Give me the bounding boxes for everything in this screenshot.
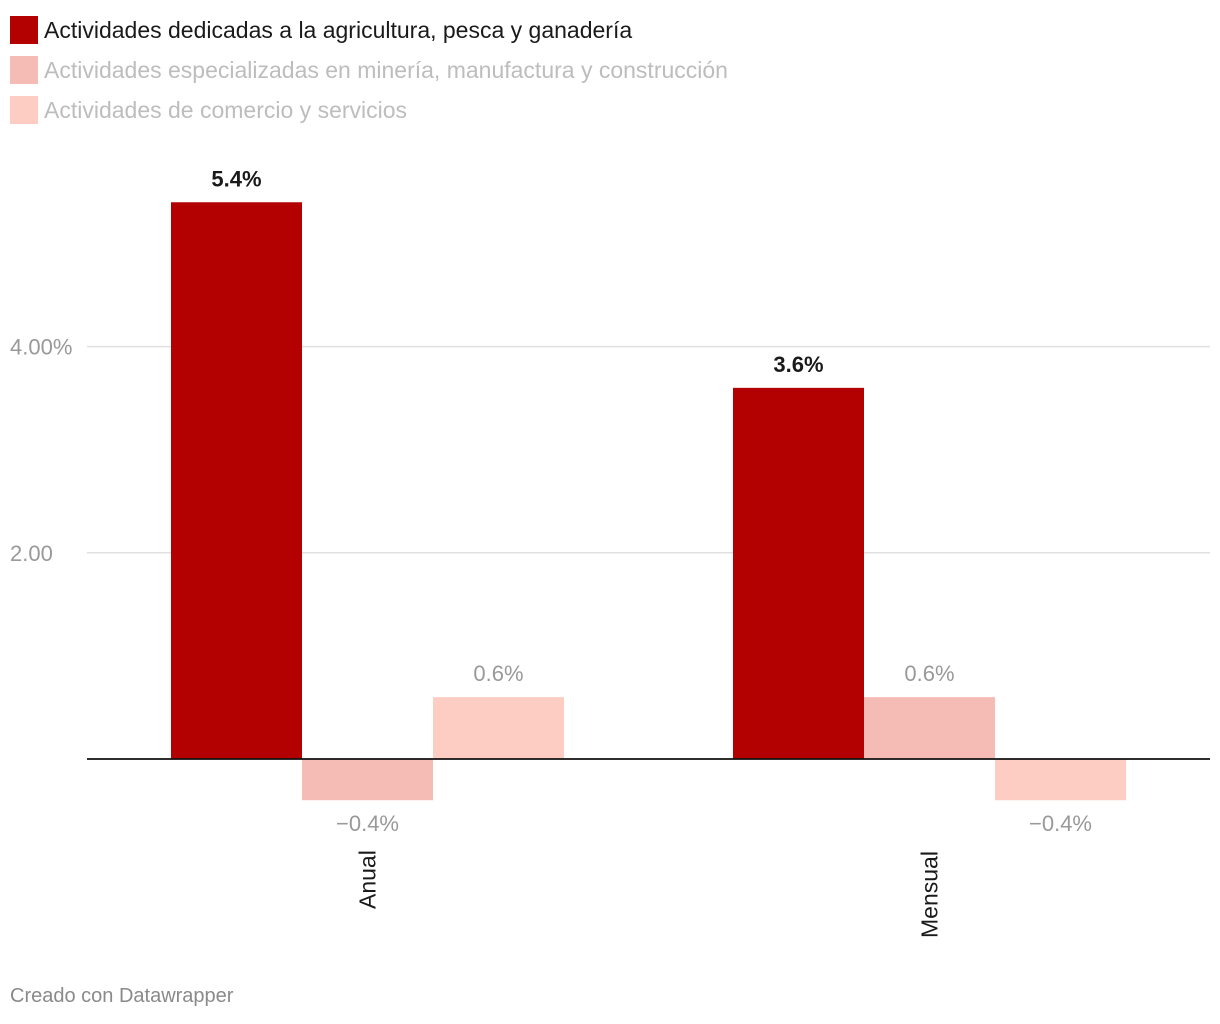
bar-value-label: −0.4%	[336, 811, 399, 836]
legend-swatch	[10, 56, 38, 84]
bar-value-label: 0.6%	[904, 661, 954, 686]
bar-value-label: −0.4%	[1029, 811, 1092, 836]
bar-value-label: 3.6%	[773, 352, 823, 377]
legend-swatch	[10, 96, 38, 124]
chart-legend: Actividades dedicadas a la agricultura, …	[10, 10, 728, 130]
legend-item-comercio[interactable]: Actividades de comercio y servicios	[10, 90, 728, 130]
x-category-label: Mensual	[917, 851, 943, 938]
y-tick-label: 2.00	[10, 541, 53, 566]
bar-value-label: 0.6%	[473, 661, 523, 686]
legend-label: Actividades de comercio y servicios	[44, 96, 408, 123]
bar	[433, 697, 564, 759]
bar	[995, 759, 1126, 801]
bar	[302, 759, 433, 801]
bar-value-label: 5.4%	[211, 166, 261, 191]
legend-swatch	[10, 16, 38, 44]
footer-credit: Creado con Datawrapper	[10, 985, 234, 1007]
bar	[733, 387, 864, 759]
bar	[171, 202, 302, 759]
legend-label: Actividades especializadas en minería, m…	[44, 56, 728, 83]
bar	[864, 697, 995, 759]
x-category-label: Anual	[355, 850, 381, 909]
y-tick-label: 4.00%	[10, 335, 72, 360]
legend-item-mineria[interactable]: Actividades especializadas en minería, m…	[10, 50, 728, 90]
legend-label: Actividades dedicadas a la agricultura, …	[44, 16, 633, 43]
legend-item-agricultura[interactable]: Actividades dedicadas a la agricultura, …	[10, 10, 728, 50]
